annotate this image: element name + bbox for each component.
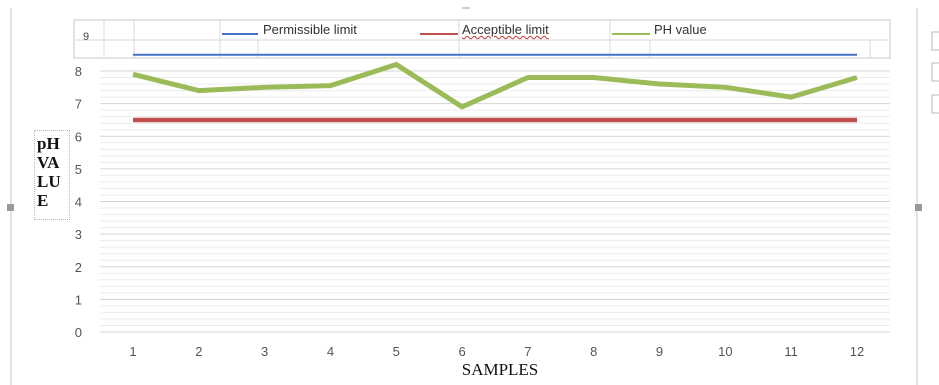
legend-label-ph: PH value — [654, 22, 707, 37]
x-tick-label: 6 — [458, 344, 465, 359]
left-resize-handle[interactable] — [7, 204, 14, 211]
legend-table — [73, 19, 891, 59]
series-layer — [132, 53, 858, 123]
top-cell-value: 9 — [83, 31, 89, 43]
x-tick-label: 9 — [656, 344, 663, 359]
y-tick-label: 1 — [75, 292, 82, 307]
x-axis-label: SAMPLES — [461, 360, 539, 379]
x-tick-label: 11 — [784, 344, 798, 359]
y-tick-label: 0 — [75, 325, 82, 340]
x-tick-labels: 1 2 3 4 5 6 7 8 9 10 11 12 — [129, 344, 864, 359]
x-tick-label: 1 — [129, 344, 136, 359]
side-control-3[interactable] — [931, 94, 939, 114]
series-line-2 — [132, 61, 858, 110]
grid-lines — [100, 70, 890, 333]
x-tick-label: 5 — [393, 344, 400, 359]
y-tick-label: 7 — [75, 97, 82, 112]
right-resize-handle[interactable] — [915, 204, 922, 211]
y-tick-label: 8 — [75, 64, 82, 79]
x-tick-label: 4 — [327, 344, 334, 359]
y-tick-label: 3 — [75, 227, 82, 242]
x-tick-label: 12 — [850, 344, 864, 359]
x-tick-label: 8 — [590, 344, 597, 359]
y-tick-label: 2 — [75, 260, 82, 275]
legend-label-acceptible: Acceptible limit — [462, 22, 549, 37]
y-tick-labels: 0 1 2 3 4 5 6 7 8 — [75, 64, 82, 340]
legend-label-permissible: Permissible limit — [263, 22, 357, 37]
x-tick-label: 2 — [195, 344, 202, 359]
y-tick-label: 5 — [75, 162, 82, 177]
x-tick-label: 10 — [718, 344, 732, 359]
x-tick-label: 7 — [524, 344, 531, 359]
y-tick-label: 4 — [75, 195, 82, 210]
y-axis-label: pH VA LU E — [34, 130, 70, 220]
y-tick-label: 6 — [75, 129, 82, 144]
side-control-1[interactable] — [931, 31, 939, 51]
side-control-2[interactable] — [931, 62, 939, 82]
x-tick-label: 3 — [261, 344, 268, 359]
